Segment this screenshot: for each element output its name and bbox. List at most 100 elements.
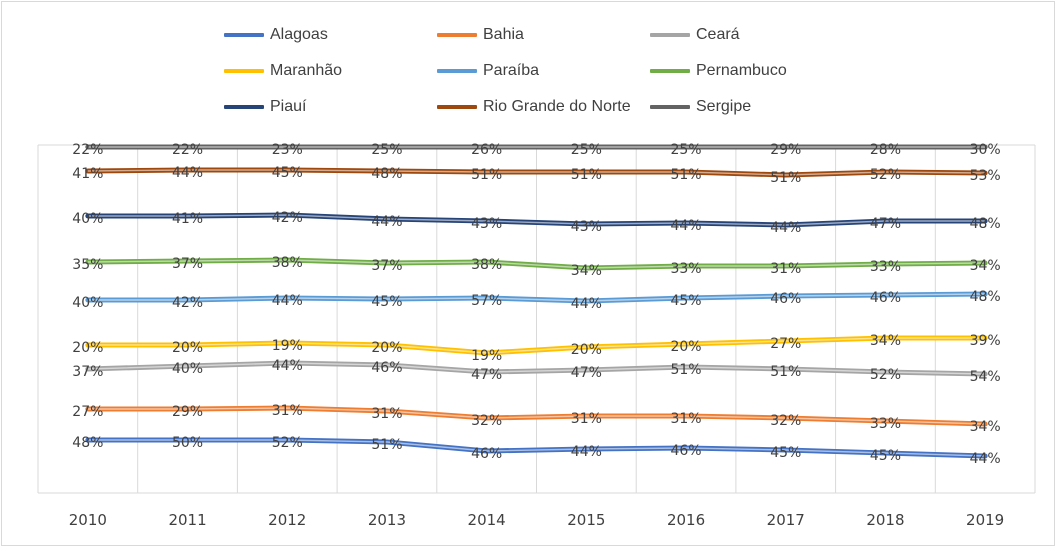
data-label-paraiba: 40% xyxy=(72,295,103,311)
x-tick-label: 2015 xyxy=(567,511,605,529)
series-line-highlight-pernambuco xyxy=(87,259,986,269)
data-label-alagoas: 50% xyxy=(172,435,203,451)
series-line-highlight-ceara xyxy=(87,362,986,375)
data-label-pernambuco: 31% xyxy=(770,261,801,277)
data-label-rio-grande-do-norte: 52% xyxy=(870,167,901,183)
data-label-maranhao: 27% xyxy=(770,336,801,352)
legend-label-bahia: Bahia xyxy=(483,26,524,43)
data-label-alagoas: 51% xyxy=(371,437,402,453)
data-label-alagoas: 44% xyxy=(970,451,1001,467)
data-label-piaui: 44% xyxy=(371,214,402,230)
data-label-pernambuco: 38% xyxy=(471,257,502,273)
data-label-paraiba: 48% xyxy=(970,289,1001,305)
legend-swatch-alagoas xyxy=(224,33,264,37)
data-label-maranhao: 19% xyxy=(272,338,303,354)
data-label-paraiba: 46% xyxy=(870,290,901,306)
data-label-bahia: 33% xyxy=(870,416,901,432)
data-label-bahia: 29% xyxy=(172,404,203,420)
data-label-alagoas: 46% xyxy=(670,443,701,459)
data-label-piaui: 47% xyxy=(870,216,901,232)
legend-label-piaui: Piauí xyxy=(270,98,307,115)
data-label-ceara: 47% xyxy=(571,365,602,381)
data-label-ceara: 54% xyxy=(970,369,1001,385)
data-label-alagoas: 48% xyxy=(72,435,103,451)
data-label-paraiba: 45% xyxy=(371,294,402,310)
data-label-rio-grande-do-norte: 51% xyxy=(571,167,602,183)
data-label-ceara: 37% xyxy=(72,364,103,380)
data-label-paraiba: 44% xyxy=(272,293,303,309)
data-label-piaui: 44% xyxy=(770,220,801,236)
data-label-piaui: 48% xyxy=(970,216,1001,232)
data-label-piaui: 40% xyxy=(72,211,103,227)
data-label-sergipe: 22% xyxy=(72,142,103,158)
legend-item-alagoas: Alagoas xyxy=(224,24,328,46)
series-line-highlight-maranhao xyxy=(87,337,986,354)
data-label-paraiba: 46% xyxy=(770,291,801,307)
data-label-alagoas: 45% xyxy=(870,448,901,464)
x-tick-label: 2016 xyxy=(667,511,705,529)
data-label-sergipe: 25% xyxy=(670,142,701,158)
data-label-maranhao: 19% xyxy=(471,348,502,364)
series-line-highlight-piaui xyxy=(87,214,986,226)
legend-swatch-ceara xyxy=(650,33,690,37)
data-label-bahia: 34% xyxy=(970,419,1001,435)
legend-swatch-maranhao xyxy=(224,69,264,73)
data-label-ceara: 46% xyxy=(371,360,402,376)
data-label-ceara: 44% xyxy=(272,358,303,374)
series-line-highlight-bahia xyxy=(87,407,986,425)
data-label-ceara: 51% xyxy=(770,364,801,380)
data-label-piaui: 42% xyxy=(272,210,303,226)
data-label-pernambuco: 33% xyxy=(870,259,901,275)
data-label-piaui: 43% xyxy=(471,216,502,232)
data-label-maranhao: 20% xyxy=(371,340,402,356)
data-label-sergipe: 28% xyxy=(870,142,901,158)
legend-item-piaui: Piauí xyxy=(224,96,306,118)
legend-label-sergipe: Sergipe xyxy=(696,98,752,115)
x-tick-label: 2014 xyxy=(468,511,506,529)
legend-swatch-piaui xyxy=(224,105,264,109)
data-label-rio-grande-do-norte: 41% xyxy=(72,166,103,182)
data-label-ceara: 51% xyxy=(670,362,701,378)
legend-label-paraiba: Paraíba xyxy=(483,62,540,79)
data-label-bahia: 31% xyxy=(670,411,701,427)
data-label-alagoas: 45% xyxy=(770,445,801,461)
legend-label-rio-grande-do-norte: Rio Grande do Norte xyxy=(483,98,631,115)
data-label-maranhao: 20% xyxy=(72,340,103,356)
x-tick-label: 2012 xyxy=(268,511,306,529)
data-label-piaui: 44% xyxy=(670,218,701,234)
data-label-alagoas: 46% xyxy=(471,446,502,462)
series-line-highlight-alagoas xyxy=(87,439,986,457)
data-label-bahia: 31% xyxy=(371,406,402,422)
legend-label-pernambuco: Pernambuco xyxy=(696,62,787,79)
data-label-ceara: 47% xyxy=(471,367,502,383)
x-tick-label: 2013 xyxy=(368,511,406,529)
data-label-pernambuco: 37% xyxy=(172,256,203,272)
data-label-alagoas: 44% xyxy=(571,444,602,460)
data-label-sergipe: 25% xyxy=(571,142,602,158)
data-label-sergipe: 25% xyxy=(371,142,402,158)
legend-item-maranhao: Maranhão xyxy=(224,60,342,82)
data-label-ceara: 40% xyxy=(172,361,203,377)
data-label-rio-grande-do-norte: 48% xyxy=(371,166,402,182)
data-label-ceara: 52% xyxy=(870,367,901,383)
data-label-sergipe: 22% xyxy=(172,142,203,158)
data-label-paraiba: 45% xyxy=(670,293,701,309)
data-label-pernambuco: 33% xyxy=(670,261,701,277)
legend-item-ceara: Ceará xyxy=(650,24,740,46)
legend: Alagoas Bahia Ceará Maranhão Paraíba Per… xyxy=(0,0,1060,130)
data-label-rio-grande-do-norte: 51% xyxy=(471,167,502,183)
legend-swatch-pernambuco xyxy=(650,69,690,73)
data-label-pernambuco: 34% xyxy=(571,263,602,279)
legend-item-sergipe: Sergipe xyxy=(650,96,751,118)
legend-item-paraiba: Paraíba xyxy=(437,60,539,82)
data-label-paraiba: 44% xyxy=(571,296,602,312)
data-label-bahia: 32% xyxy=(770,413,801,429)
data-label-rio-grande-do-norte: 51% xyxy=(770,170,801,186)
data-label-maranhao: 39% xyxy=(970,333,1001,349)
data-label-rio-grande-do-norte: 51% xyxy=(670,167,701,183)
data-label-sergipe: 30% xyxy=(970,142,1001,158)
data-label-maranhao: 20% xyxy=(172,340,203,356)
data-label-paraiba: 57% xyxy=(471,293,502,309)
x-tick-label: 2010 xyxy=(69,511,107,529)
